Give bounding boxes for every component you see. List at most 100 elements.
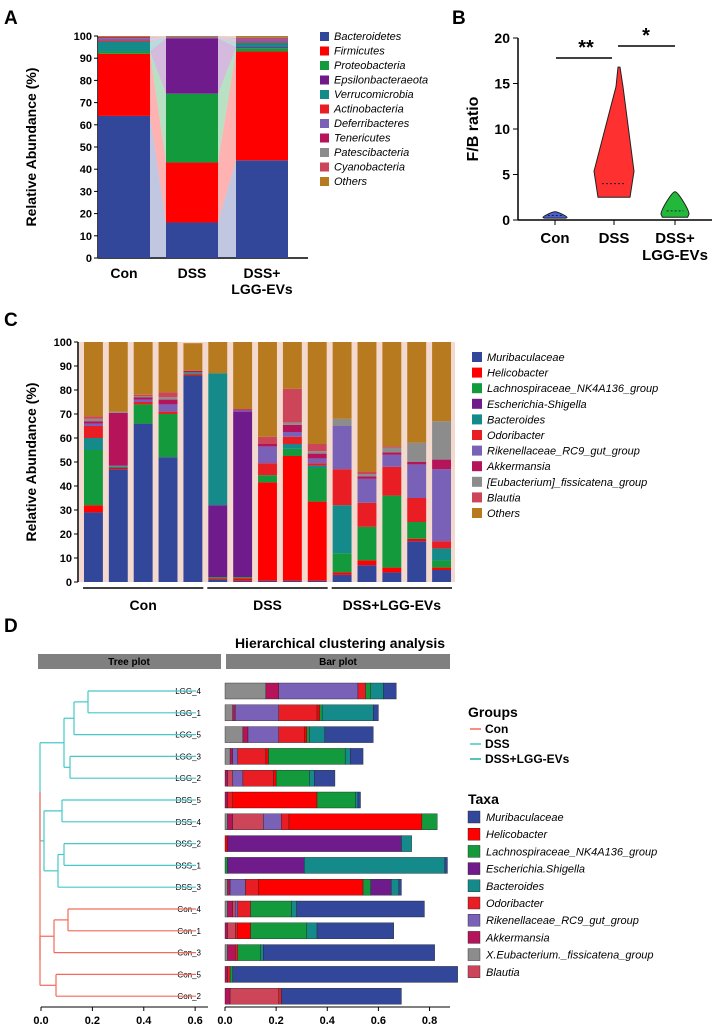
c-bar-muribaculaceae — [407, 541, 427, 582]
d-bar-rikenellaceae-rc9-gut-group — [235, 704, 279, 721]
a-band-others — [218, 36, 236, 38]
d-bar-lachnospiraceae-nk4a136-group — [224, 857, 228, 874]
b-x-label: Con — [540, 230, 569, 247]
a-y-tick-label: 30 — [80, 186, 92, 198]
c-bar-bacteroides — [208, 373, 228, 506]
c-bar-blautia — [133, 394, 153, 396]
c-bar-lachnospiraceae-nk4a136-group — [183, 373, 203, 375]
a-band-tenericutes — [218, 37, 236, 40]
d-bar-x-eubacterium-fissicatena-group — [224, 726, 244, 743]
a-bar-others — [98, 36, 150, 38]
d-bar-muribaculaceae — [316, 922, 394, 939]
c-legend-entry: Lachnospiraceae_NK4A136_group — [487, 383, 658, 395]
c-bar-lachnospiraceae-nk4a136-group — [233, 577, 253, 579]
a-bar-verrucomicrobia — [98, 41, 150, 52]
d-bar-odoribacter — [227, 791, 233, 809]
c-bar-blautia — [282, 388, 302, 423]
b-y-tick-label: 10 — [494, 121, 510, 137]
c-bar-rikenellaceae-rc9-gut-group — [432, 469, 452, 542]
d-taxa-entry: Akkermansia — [485, 932, 550, 944]
a-y-tick-label: 10 — [80, 231, 92, 243]
d-taxa-swatch — [467, 845, 481, 858]
c-bar-blautia — [357, 471, 377, 474]
c-bar-muribaculaceae — [382, 572, 402, 582]
c-bar-helicobacter — [382, 567, 402, 573]
a-band-actinobacteria — [218, 38, 236, 43]
c-legend-entry: Odoribacter — [487, 430, 546, 442]
c-bar-helicobacter — [357, 560, 377, 566]
b-y-axis-label: F/B ratio — [465, 96, 482, 161]
c-bar-akkermansia — [258, 444, 277, 447]
a-band-patescibacteria — [218, 37, 236, 39]
c-bar-muribaculaceae — [258, 580, 277, 582]
d-bar-lachnospiraceae-nk4a136-group — [421, 813, 438, 830]
panel-label-a: A — [4, 8, 18, 29]
a-legend-entry: Firmicutes — [334, 46, 385, 58]
d-bar-lachnospiraceae-nk4a136-group — [229, 966, 233, 983]
d-taxa-entry: Lachnospiraceae_NK4A136_group — [486, 846, 657, 858]
c-y-tick-label: 40 — [60, 481, 72, 493]
a-legend-swatch — [320, 162, 329, 172]
a-bar-tenericutes — [98, 37, 150, 39]
d-bar-muribaculaceae — [350, 748, 364, 765]
d-bar-lachnospiraceae-nk4a136-group — [306, 726, 310, 743]
c-bar-akkermansia — [357, 476, 377, 479]
d-taxa-swatch — [467, 828, 481, 841]
c-bar-akkermansia — [407, 462, 427, 465]
c-y-tick-label: 20 — [60, 529, 72, 541]
a-bar-firmicutes — [98, 53, 150, 116]
c-bar-helicobacter — [407, 538, 427, 542]
d-bar-akkermansia — [224, 922, 228, 939]
a-y-tick-label: 90 — [80, 53, 92, 65]
c-group-label: DSS+LGG-EVs — [343, 597, 442, 613]
d-bar-blautia — [229, 988, 279, 1005]
d-bar-tick-label: 0.0 — [217, 1015, 232, 1027]
c-bar-lachnospiraceae-nk4a136-group — [282, 448, 302, 456]
c-bar-helicobacter — [83, 505, 103, 513]
d-bar-helicobacter — [273, 770, 277, 787]
d-bar-helicobacter — [304, 726, 308, 743]
a-bar-epsilonbacteraeota — [236, 47, 288, 49]
c-bar-rikenellaceae-rc9-gut-group — [183, 372, 203, 374]
c-bar-others — [357, 342, 377, 472]
d-tree-header — [38, 654, 221, 669]
d-bar-muribaculaceae — [232, 966, 458, 983]
d-bar-odoribacter — [227, 966, 231, 983]
b-x-label: DSS+ — [655, 230, 695, 247]
c-bar-helicobacter — [183, 374, 203, 376]
panel-d-clustering: Hierarchical clustering analysis Tree plo… — [33, 635, 657, 1027]
c-y-axis-label: Relative Abundance (%) — [23, 383, 39, 542]
c-bar-blautia — [158, 392, 178, 398]
c-bar-rikenellaceae-rc9-gut-group — [258, 446, 277, 464]
c-bar-escherichia-shigella — [208, 505, 228, 578]
panel-label-c: C — [4, 310, 18, 331]
c-bar-rikenellaceae-rc9-gut-group — [282, 432, 302, 437]
a-bar-bacteroidetes — [166, 222, 218, 258]
c-bar-eubacterium-fissicatena-group — [108, 411, 128, 413]
b-violin-con — [542, 211, 568, 219]
c-bar-rikenellaceae-rc9-gut-group — [332, 426, 352, 470]
c-bar-akkermansia — [133, 397, 153, 400]
d-tree-tick-label: 0.4 — [136, 1015, 152, 1027]
d-bar-lachnospiraceae-nk4a136-group — [268, 748, 346, 765]
c-legend-swatch — [472, 492, 482, 503]
d-bar-helicobacter — [224, 835, 228, 852]
a-legend-swatch — [320, 61, 329, 70]
c-bar-eubacterium-fissicatena-group — [282, 422, 302, 425]
d-bar-rikenellaceae-rc9-gut-group — [247, 726, 279, 743]
d-bar-header-label: Bar plot — [319, 657, 357, 668]
c-bar-akkermansia — [432, 459, 452, 470]
d-groups-entry: DSS — [485, 737, 510, 751]
d-bar-bacteroides — [304, 857, 446, 874]
b-y-tick-label: 5 — [502, 167, 510, 183]
a-x-label: Con — [110, 265, 137, 281]
a-y-tick-label: 60 — [80, 120, 92, 132]
c-legend-entry: Escherichia-Shigella — [487, 399, 587, 411]
d-bar-bacteroides — [309, 770, 315, 787]
c-bar-akkermansia — [282, 424, 302, 432]
a-legend-swatch — [320, 32, 329, 41]
c-bar-rikenellaceae-rc9-gut-group — [407, 464, 427, 498]
c-bar-blautia — [307, 444, 327, 452]
d-bar-blautia — [232, 813, 264, 830]
a-legend-entry: Actinobacteria — [333, 104, 404, 116]
